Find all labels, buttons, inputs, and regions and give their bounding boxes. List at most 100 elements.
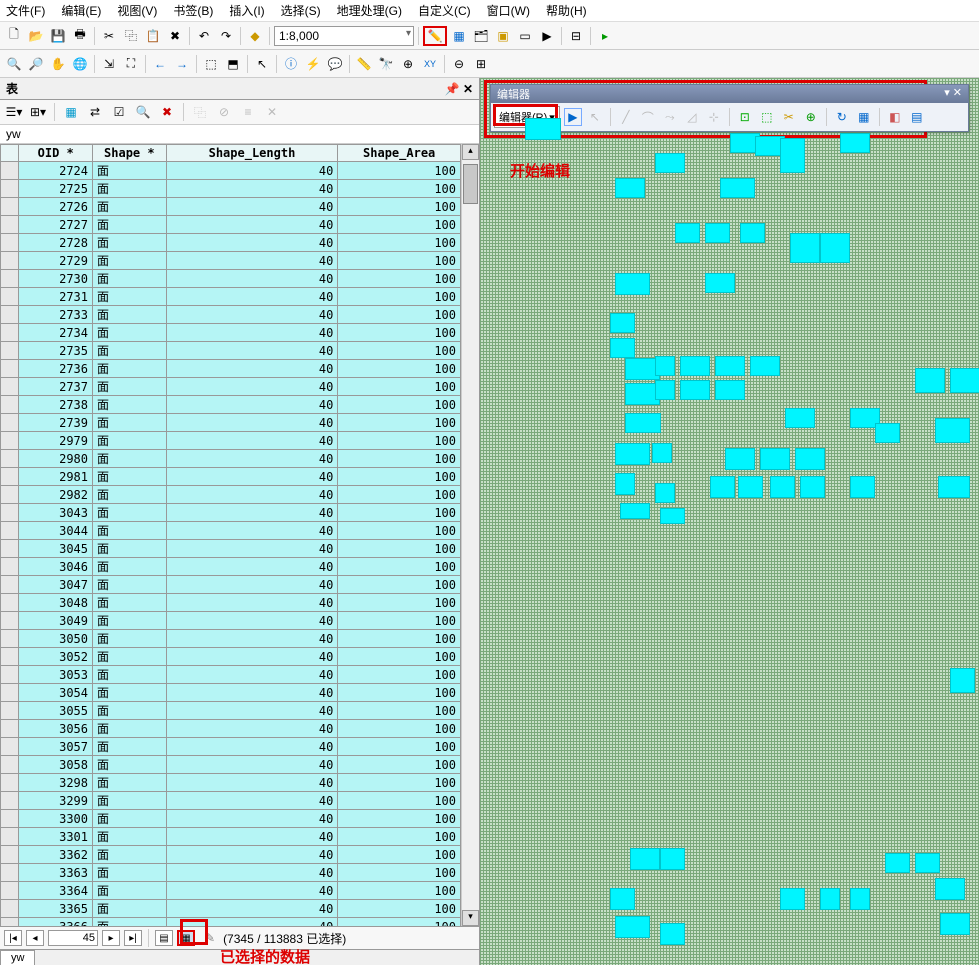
table-row[interactable]: 2982面40100: [1, 486, 461, 504]
time-slider-icon[interactable]: ⊖: [449, 54, 469, 74]
fixed-zoom-in-icon[interactable]: ⇲: [99, 54, 119, 74]
add-data-icon[interactable]: ◆: [245, 26, 265, 46]
editor-toolbar-header[interactable]: 编辑器 ▾ ✕: [491, 85, 968, 103]
table-row[interactable]: 3056面40100: [1, 720, 461, 738]
table-icon[interactable]: ▦: [449, 26, 469, 46]
run-icon[interactable]: ▸: [595, 26, 615, 46]
edit-vertices-icon[interactable]: ⊡: [736, 108, 754, 126]
table-row[interactable]: 2729面40100: [1, 252, 461, 270]
map-feature[interactable]: [525, 118, 561, 140]
map-feature[interactable]: [655, 356, 675, 376]
map-feature[interactable]: [620, 503, 650, 519]
map-feature[interactable]: [705, 223, 730, 243]
map-feature[interactable]: [655, 153, 685, 173]
redo-icon[interactable]: ↷: [216, 26, 236, 46]
goto-xy-icon[interactable]: XY: [420, 54, 440, 74]
map-feature[interactable]: [935, 878, 965, 900]
scroll-up-icon[interactable]: ▴: [462, 144, 479, 160]
paste-icon[interactable]: 📋: [143, 26, 163, 46]
map-feature[interactable]: [950, 668, 975, 693]
tab-yw[interactable]: yw: [0, 950, 35, 965]
map-feature[interactable]: [615, 443, 650, 465]
table-row[interactable]: 3054面40100: [1, 684, 461, 702]
find-route-icon[interactable]: ⊕: [398, 54, 418, 74]
nav-last-icon[interactable]: ▸|: [124, 930, 142, 946]
map-feature[interactable]: [615, 473, 635, 495]
menu-item[interactable]: 书签(B): [173, 2, 213, 19]
table-row[interactable]: 2731面40100: [1, 288, 461, 306]
map-feature[interactable]: [660, 923, 685, 945]
split-icon[interactable]: ⊕: [802, 108, 820, 126]
map-feature[interactable]: [715, 380, 745, 400]
map-feature[interactable]: [625, 413, 661, 433]
map-feature[interactable]: [770, 476, 795, 498]
table-row[interactable]: 2724面40100: [1, 162, 461, 180]
map-feature[interactable]: [840, 133, 870, 153]
table-row[interactable]: 3366面40100: [1, 918, 461, 927]
map-feature[interactable]: [885, 853, 910, 873]
nav-prev-icon[interactable]: ◂: [26, 930, 44, 946]
html-popup-icon[interactable]: 💬: [325, 54, 345, 74]
fixed-zoom-out-icon[interactable]: ⛶: [121, 54, 141, 74]
table-row[interactable]: 3300面40100: [1, 810, 461, 828]
back-icon[interactable]: ←: [150, 54, 170, 74]
map-feature[interactable]: [790, 233, 820, 263]
table-row[interactable]: 3298面40100: [1, 774, 461, 792]
map-feature[interactable]: [850, 476, 875, 498]
clear-sel-icon[interactable]: ✖: [157, 102, 177, 122]
reshape-icon[interactable]: ⬚: [758, 108, 776, 126]
table-row[interactable]: 3047面40100: [1, 576, 461, 594]
map-feature[interactable]: [680, 356, 710, 376]
map-feature[interactable]: [655, 380, 675, 400]
table-row[interactable]: 2730面40100: [1, 270, 461, 288]
map-feature[interactable]: [780, 138, 805, 173]
show-all-icon[interactable]: ▤: [155, 930, 173, 946]
table-row[interactable]: 2735面40100: [1, 342, 461, 360]
table-row[interactable]: 2734面40100: [1, 324, 461, 342]
table-row[interactable]: 2738面40100: [1, 396, 461, 414]
map-feature[interactable]: [630, 848, 660, 870]
nav-next-icon[interactable]: ▸: [102, 930, 120, 946]
map-feature[interactable]: [820, 888, 840, 910]
map-feature[interactable]: [820, 233, 850, 263]
map-feature[interactable]: [760, 448, 790, 470]
vertical-scrollbar[interactable]: ▴ ▾: [461, 144, 479, 926]
column-header[interactable]: OID *: [19, 145, 93, 162]
zoom-out-icon[interactable]: 🔎: [26, 54, 46, 74]
related-tables-icon[interactable]: ⊞▾: [28, 102, 48, 122]
clear-selection-icon[interactable]: ⬒: [223, 54, 243, 74]
toolbar-close-icon[interactable]: ✕: [953, 87, 962, 99]
map-feature[interactable]: [720, 178, 755, 198]
print-icon[interactable]: 🖶: [70, 26, 90, 46]
column-header[interactable]: Shape *: [93, 145, 167, 162]
editor-toolbar-toggle-icon[interactable]: ✏️: [423, 26, 447, 46]
table-row[interactable]: 3362面40100: [1, 846, 461, 864]
catalog-icon[interactable]: ▣: [493, 26, 513, 46]
close-icon[interactable]: ✕: [463, 82, 473, 96]
select-elements-icon[interactable]: ↖: [252, 54, 272, 74]
map-feature[interactable]: [738, 476, 763, 498]
measure-icon[interactable]: 📏: [354, 54, 374, 74]
table-row[interactable]: 3043面40100: [1, 504, 461, 522]
map-feature[interactable]: [615, 916, 650, 938]
menu-item[interactable]: 编辑(E): [61, 2, 101, 19]
table-row[interactable]: 2728面40100: [1, 234, 461, 252]
table-row[interactable]: 3301面40100: [1, 828, 461, 846]
toc-icon[interactable]: 🗂: [471, 26, 491, 46]
rotate-icon[interactable]: ↻: [833, 108, 851, 126]
scale-selector[interactable]: [274, 26, 414, 46]
map-feature[interactable]: [660, 508, 685, 524]
attributes-icon[interactable]: ▦: [855, 108, 873, 126]
menu-item[interactable]: 自定义(C): [418, 2, 471, 19]
nav-position-input[interactable]: [48, 930, 98, 946]
save-icon[interactable]: 💾: [48, 26, 68, 46]
map-feature[interactable]: [940, 913, 970, 935]
menu-item[interactable]: 选择(S): [281, 2, 321, 19]
table-row[interactable]: 2979面40100: [1, 432, 461, 450]
search-icon[interactable]: ▭: [515, 26, 535, 46]
map-feature[interactable]: [780, 888, 805, 910]
map-feature[interactable]: [875, 423, 900, 443]
table-row[interactable]: 3053面40100: [1, 666, 461, 684]
table-row[interactable]: 3044面40100: [1, 522, 461, 540]
table-row[interactable]: 3057面40100: [1, 738, 461, 756]
